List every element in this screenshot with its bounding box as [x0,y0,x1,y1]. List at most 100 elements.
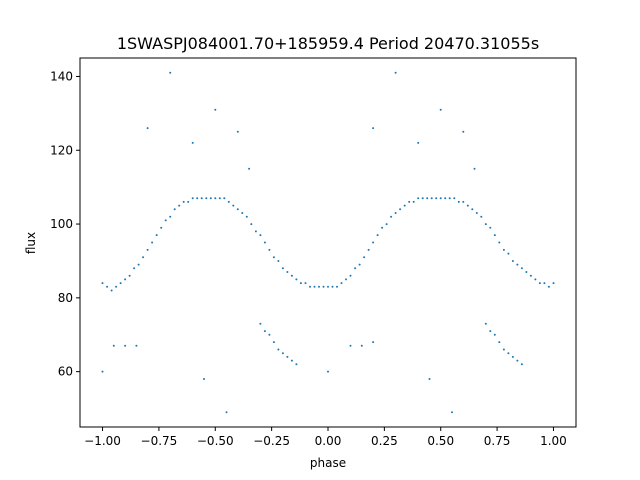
data-point [155,234,158,237]
data-point [169,71,172,74]
data-point [268,333,271,336]
data-point [439,197,442,200]
data-point [363,256,366,259]
x-axis: −1.00 −0.75 −0.50 −0.25 0.00 0.25 0.50 0.75 1.00 [84,427,567,448]
data-point [367,248,370,251]
x-axis-label: phase [310,456,346,470]
data-point [124,344,127,347]
data-point [493,234,496,237]
data-point [484,322,487,325]
data-point [372,341,375,344]
data-point [516,263,519,266]
data-point [340,282,343,285]
data-point [448,197,451,200]
data-point [119,282,122,285]
data-points [101,71,555,414]
x-tick-label: −0.25 [253,434,290,448]
data-point [471,208,474,211]
data-point [498,341,501,344]
y-axis: 60 80 100 120 140 [50,69,80,379]
y-tick-label: 120 [50,143,73,157]
data-point [480,215,483,218]
x-tick-label: −0.75 [141,434,178,448]
data-point [318,285,320,288]
data-point [428,378,431,380]
data-point [430,197,433,200]
data-point [381,226,384,229]
data-point [451,411,453,414]
y-tick-label: 140 [50,69,73,83]
data-point [106,285,109,288]
data-point [101,282,104,285]
data-point [399,208,402,211]
data-point [299,282,302,285]
x-tick-label: 1.00 [540,434,567,448]
data-point [137,263,140,266]
data-point [520,267,523,270]
data-point [225,411,228,414]
data-point [408,200,411,203]
data-point [394,212,397,214]
data-point [403,204,406,207]
data-point [349,344,352,347]
data-point [552,282,555,285]
data-point [236,208,239,211]
data-point [169,215,172,218]
data-point [248,167,251,170]
data-point [272,341,275,344]
x-tick-label: 0.00 [315,434,342,448]
data-point [187,200,190,203]
data-point [146,127,149,130]
data-point [462,200,465,203]
data-point [511,260,514,262]
data-point [529,274,532,277]
data-point [128,274,131,277]
data-point [259,322,262,325]
data-point [223,197,226,200]
data-point [259,234,262,237]
data-point [178,204,181,207]
data-point [286,355,289,358]
data-point [489,330,492,333]
data-point [489,226,492,229]
data-point [372,241,375,244]
data-point [135,344,138,347]
data-point [203,378,205,380]
data-point [417,141,420,144]
data-point [394,71,397,74]
data-point [412,200,415,203]
data-point [547,285,550,288]
data-point [241,212,244,214]
data-point [417,197,420,200]
data-point [304,282,307,285]
data-point [295,363,298,366]
data-point [205,197,208,200]
y-tick-label: 60 [58,365,73,379]
data-point [268,248,271,251]
data-point [435,197,438,200]
data-point [290,359,293,362]
data-point [182,200,185,203]
data-point [142,256,145,259]
x-tick-label: −0.50 [197,434,234,448]
y-tick-label: 100 [50,217,73,231]
data-point [327,370,329,373]
data-point [286,271,289,273]
data-point [502,348,505,351]
data-point [462,130,465,133]
data-point [444,197,447,200]
data-point [236,130,239,133]
data-point [493,333,496,336]
data-point [295,278,298,281]
data-point [345,278,347,281]
data-point [534,278,537,281]
data-point [277,260,280,262]
data-point [453,197,456,200]
data-point [502,248,505,251]
data-point [313,285,316,288]
data-point [250,223,253,226]
data-point [254,230,257,233]
data-point [473,167,476,170]
data-point [232,204,235,207]
